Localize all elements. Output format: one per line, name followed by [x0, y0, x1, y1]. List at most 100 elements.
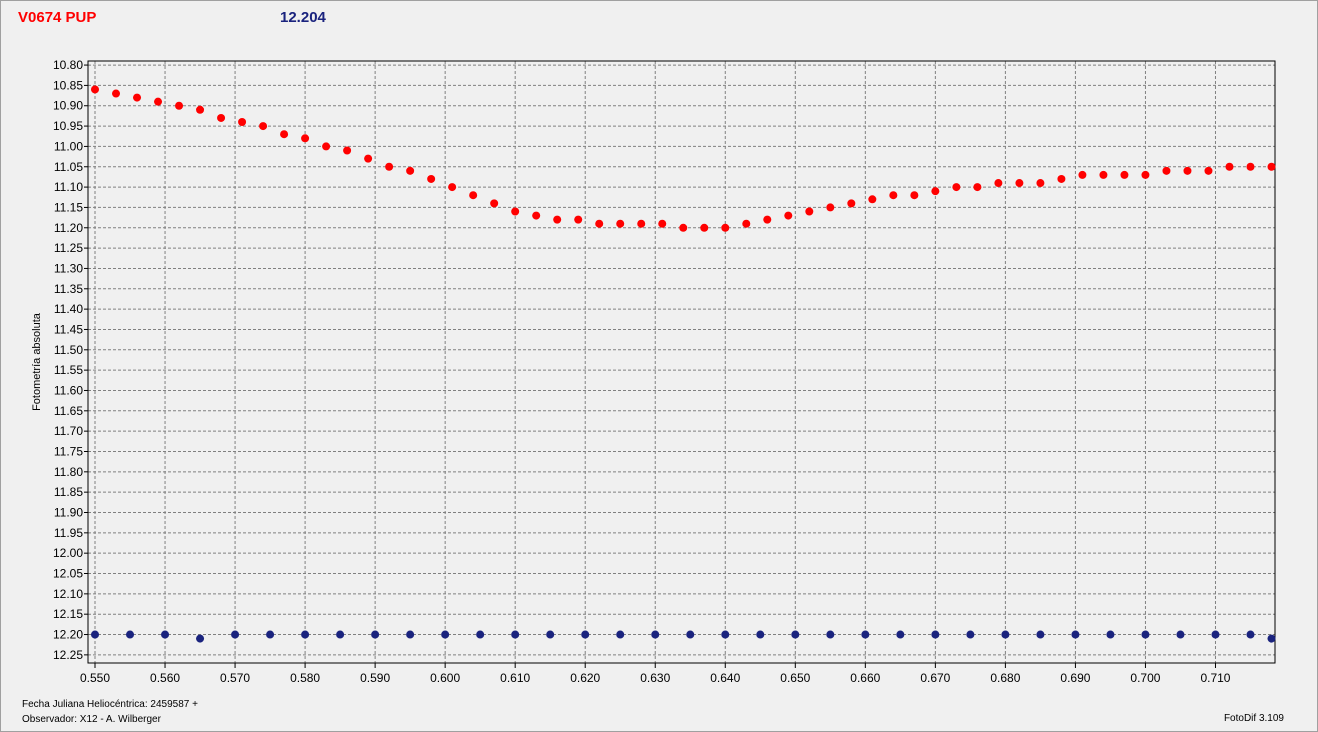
data-point [1015, 179, 1024, 188]
data-point [861, 630, 870, 639]
data-point [1057, 174, 1066, 183]
data-point [154, 97, 163, 106]
y-tick-label: 11.35 [54, 282, 83, 296]
data-point [679, 223, 688, 232]
y-tick-label: 11.40 [54, 302, 83, 316]
data-point [686, 630, 695, 639]
y-tick-label: 11.20 [54, 221, 83, 235]
data-point [721, 223, 730, 232]
y-tick-label: 12.15 [53, 607, 83, 621]
y-tick-label: 11.80 [54, 465, 83, 479]
data-point [805, 207, 814, 216]
data-point [427, 174, 436, 183]
data-point [469, 191, 478, 200]
data-point [574, 215, 583, 224]
plot-area [88, 61, 1275, 663]
x-tick-label: 0.580 [290, 671, 320, 685]
data-point [476, 630, 485, 639]
y-tick-label: 11.70 [54, 424, 83, 438]
data-point [161, 630, 170, 639]
data-point [889, 191, 898, 200]
data-point [742, 219, 751, 228]
date-reference-label: Fecha Juliana Heliocéntrica: 2459587 + [22, 699, 198, 710]
axis-layer: 10.80 10.85 10.90 10.95 11.00 11.05 11.10 11.15… [53, 58, 1276, 685]
data-point [511, 207, 520, 216]
x-tick-label: 0.700 [1130, 671, 1160, 685]
y-tick-label: 11.95 [54, 526, 83, 540]
data-point [371, 630, 380, 639]
data-point [826, 203, 835, 212]
y-tick-label: 10.90 [53, 99, 83, 113]
series-layer [91, 85, 1276, 643]
y-tick-label: 11.25 [54, 241, 83, 255]
data-point [931, 630, 940, 639]
y-tick-label: 12.25 [53, 648, 83, 662]
data-point [406, 630, 415, 639]
data-point [1071, 630, 1080, 639]
data-point [826, 630, 835, 639]
data-point [448, 183, 457, 192]
data-point [1036, 179, 1045, 188]
x-tick-label: 0.690 [1060, 671, 1090, 685]
data-point [595, 219, 604, 228]
data-point [1267, 634, 1276, 643]
data-point [553, 215, 562, 224]
x-tick-label: 0.590 [360, 671, 390, 685]
x-tick-label: 0.620 [570, 671, 600, 685]
data-point [994, 179, 1003, 188]
y-tick-label: 11.15 [54, 200, 83, 214]
variable-star-series [91, 85, 1276, 232]
comparison-magnitude: 12.204 [280, 9, 326, 26]
y-tick-label: 12.00 [53, 546, 83, 560]
y-tick-label: 11.65 [54, 404, 83, 418]
y-tick-label: 12.20 [53, 628, 83, 642]
y-tick-label: 11.85 [54, 485, 83, 499]
data-point [546, 630, 555, 639]
data-point [616, 630, 625, 639]
data-point [868, 195, 877, 204]
x-tick-label: 0.570 [220, 671, 250, 685]
data-point [91, 85, 100, 94]
y-tick-label: 10.95 [53, 119, 83, 133]
data-point [91, 630, 100, 639]
footer-info: Fecha Juliana Heliocéntrica: 2459587 + O… [22, 697, 198, 727]
data-point [1141, 630, 1150, 639]
x-tick-label: 0.640 [710, 671, 740, 685]
data-point [896, 630, 905, 639]
data-point [322, 142, 331, 151]
data-point [756, 630, 765, 639]
data-point [511, 630, 520, 639]
data-point [133, 93, 142, 102]
data-point [532, 211, 541, 220]
data-point [616, 219, 625, 228]
data-point [490, 199, 499, 208]
data-point [1036, 630, 1045, 639]
data-point [280, 130, 289, 139]
data-point [343, 146, 352, 155]
data-point [700, 223, 709, 232]
data-point [931, 187, 940, 196]
data-point [791, 630, 800, 639]
y-tick-label: 11.50 [54, 343, 83, 357]
data-point [1211, 630, 1220, 639]
y-tick-label: 12.10 [53, 587, 83, 601]
x-tick-label: 0.670 [920, 671, 950, 685]
data-point [973, 183, 982, 192]
data-point [651, 630, 660, 639]
data-point [910, 191, 919, 200]
data-point [231, 630, 240, 639]
data-point [1267, 162, 1276, 171]
data-point [1099, 170, 1108, 179]
x-tick-label: 0.610 [500, 671, 530, 685]
data-point [1120, 170, 1129, 179]
star-name-title: V0674 PUP [18, 9, 97, 26]
data-point [1106, 630, 1115, 639]
data-point [385, 162, 394, 171]
data-point [126, 630, 135, 639]
observer-label: Observador: X12 - A. Wilberger [22, 714, 161, 725]
y-tick-label: 11.30 [54, 261, 83, 275]
data-point [441, 630, 450, 639]
data-point [847, 199, 856, 208]
x-tick-label: 0.710 [1200, 671, 1230, 685]
